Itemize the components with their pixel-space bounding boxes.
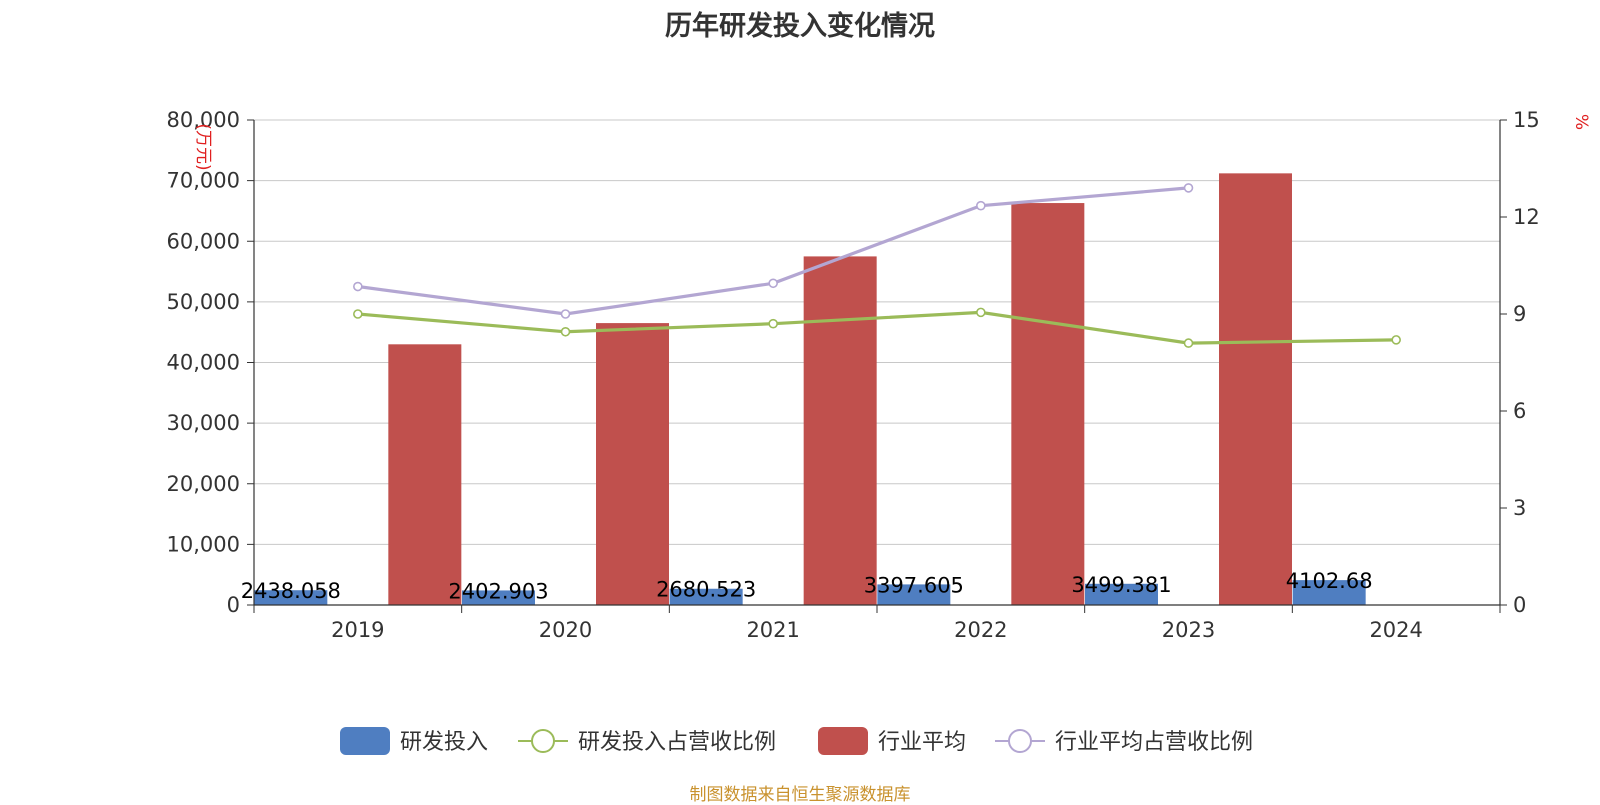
left-axis-tick-label: 40,000 [167,351,240,375]
legend-rd-investment-swatch [340,727,390,755]
left-axis-tick-label: 10,000 [167,532,240,556]
right-axis-tick-label: 12 [1513,205,1540,229]
bar-data-label: 3397.605 [864,573,964,597]
right-axis-tick-label: 3 [1513,496,1526,520]
bar-rd-investment [1292,580,1366,605]
line-point-rd-ratio [1183,338,1194,348]
legend-industry-ratio-label: 行业平均占营收比例 [1055,730,1253,755]
line-point-rd-ratio [560,326,571,337]
line-point-industry-ratio [976,200,986,211]
x-axis-tick-label: 2019 [331,618,384,642]
legend-industry-ratio-marker [1008,729,1032,753]
source-note: 制图数据来自恒生聚源数据库 [689,785,911,805]
bar-data-label: 2438.058 [241,579,341,603]
right-axis-tick-label: 9 [1513,302,1526,326]
bar-rd-investment [462,590,535,605]
chart-svg: 0 10,000 20,000 30,000 40,000 50,000 60,000 70,… [167,108,1591,755]
legend-rd-ratio-label: 研发投入占营收比例 [578,730,776,755]
bar-data-label: 3499.381 [1071,573,1171,597]
bar-data-label: 4102.68 [1286,569,1373,593]
line-point-rd-ratio [768,318,778,329]
bar-rd-investment [1085,583,1158,605]
bar-industry-average [1219,173,1292,605]
chart-title: 历年研发投入变化情况 [665,11,935,42]
line-point-industry-ratio [1183,183,1194,193]
right-axis-unit-label: % [1571,114,1591,130]
grid-lines [254,119,1500,545]
legend: 研发投入 研发投入占营收比例 行业平均 行业平均占营收比例 [340,727,1253,755]
left-axis-tick-label: 70,000 [167,169,240,193]
left-axis-tick-label: 30,000 [167,411,240,435]
legend-rd-ratio-marker [531,729,555,753]
x-axis-tick-label: 2022 [954,618,1007,642]
x-axis-tick-label: 2021 [746,618,799,642]
line-rd-ratio [357,310,1397,345]
line-point-rd-ratio [976,307,986,318]
bar-industry-average [388,344,462,605]
legend-industry-average-swatch [818,727,868,755]
bar-industry-average [803,256,877,605]
bar-rd-investment [877,584,951,605]
bar-data-label: 2680.523 [656,578,756,602]
legend-rd-investment-label: 研发投入 [400,730,488,755]
bars-layer [254,173,1366,605]
right-axis-tick-label: 15 [1513,108,1540,132]
left-axis-tick-label: 60,000 [167,229,240,253]
right-axis-tick-label: 6 [1513,399,1526,423]
bar-industry-average [596,323,669,605]
bar-industry-average [1011,203,1085,605]
left-axis-tick-label: 80,000 [167,108,240,132]
line-point-industry-ratio [768,278,778,289]
axes-layer: 0 10,000 20,000 30,000 40,000 50,000 60,000 70,… [167,108,1591,642]
lines-layer [353,183,1401,348]
x-axis-tick-label: 2024 [1369,618,1422,642]
left-axis-tick-label: 20,000 [167,472,240,496]
right-axis-tick-label: 0 [1513,593,1526,617]
x-axis-tick-label: 2023 [1162,618,1215,642]
line-point-rd-ratio [353,309,363,319]
left-axis-tick-label: 0 [227,593,240,617]
bar-rd-investment [669,588,743,605]
bar-rd-investment [254,590,328,605]
data-labels-layer: 2438.058 2402.903 2680.523 3397.605 3499.381… [241,569,1373,603]
line-point-industry-ratio [560,309,571,319]
line-point-industry-ratio [353,281,363,292]
legend-industry-average-label: 行业平均 [878,730,966,755]
line-point-rd-ratio [1391,335,1401,345]
left-axis-tick-label: 50,000 [167,290,240,314]
x-axis-tick-label: 2020 [539,618,592,642]
bar-data-label: 2402.903 [448,579,548,603]
left-axis-unit-label: (万元) [193,123,213,170]
